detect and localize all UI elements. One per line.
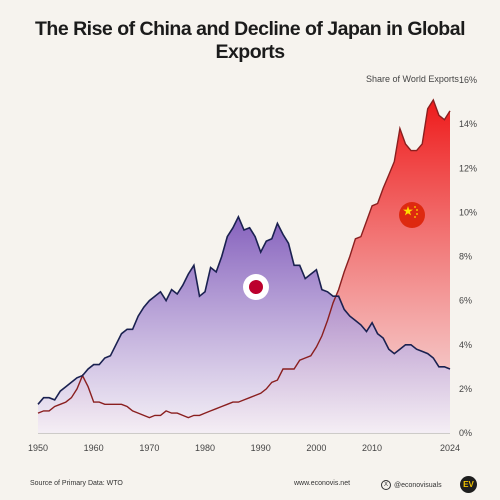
x-tick-label: 1980 <box>195 443 215 453</box>
y-tick-label: 8% <box>459 252 472 262</box>
y-tick-label: 0% <box>459 428 472 438</box>
x-tick-label: 1960 <box>84 443 104 453</box>
y-tick-label: 12% <box>459 163 477 173</box>
y-tick-label: 4% <box>459 340 472 350</box>
x-tick-label: 2000 <box>306 443 326 453</box>
japan-series-line <box>37 214 451 405</box>
japan-area <box>38 216 450 433</box>
y-tick-label: 10% <box>459 207 477 217</box>
econovis-logo: EV <box>460 476 477 493</box>
y-tick-label: 6% <box>459 296 472 306</box>
y-tick-label: 2% <box>459 384 472 394</box>
japan-flag-icon <box>243 274 269 300</box>
page-title: The Rise of China and Decline of Japan i… <box>35 18 465 63</box>
website-link[interactable]: www.econovis.net <box>294 480 351 487</box>
x-tick-label: 1990 <box>251 443 271 453</box>
china-flag-icon <box>399 202 425 228</box>
x-tick-label: 2010 <box>362 443 382 453</box>
y-tick-label: 14% <box>459 119 477 129</box>
china-series-line <box>37 98 451 419</box>
x-tick-label: 2024 <box>440 443 460 453</box>
y-axis-title: Share of World Exports <box>366 74 459 84</box>
x-tick-label: 1970 <box>139 443 159 453</box>
y-tick-label: 16% <box>459 75 477 85</box>
x-icon: X <box>381 480 391 490</box>
social-handle[interactable]: X @econovisuals <box>381 480 442 490</box>
social-handle-text: @econovisuals <box>394 481 442 489</box>
source-text: Source of Primary Data: WTO <box>30 480 123 487</box>
x-tick-label: 1950 <box>28 443 48 453</box>
